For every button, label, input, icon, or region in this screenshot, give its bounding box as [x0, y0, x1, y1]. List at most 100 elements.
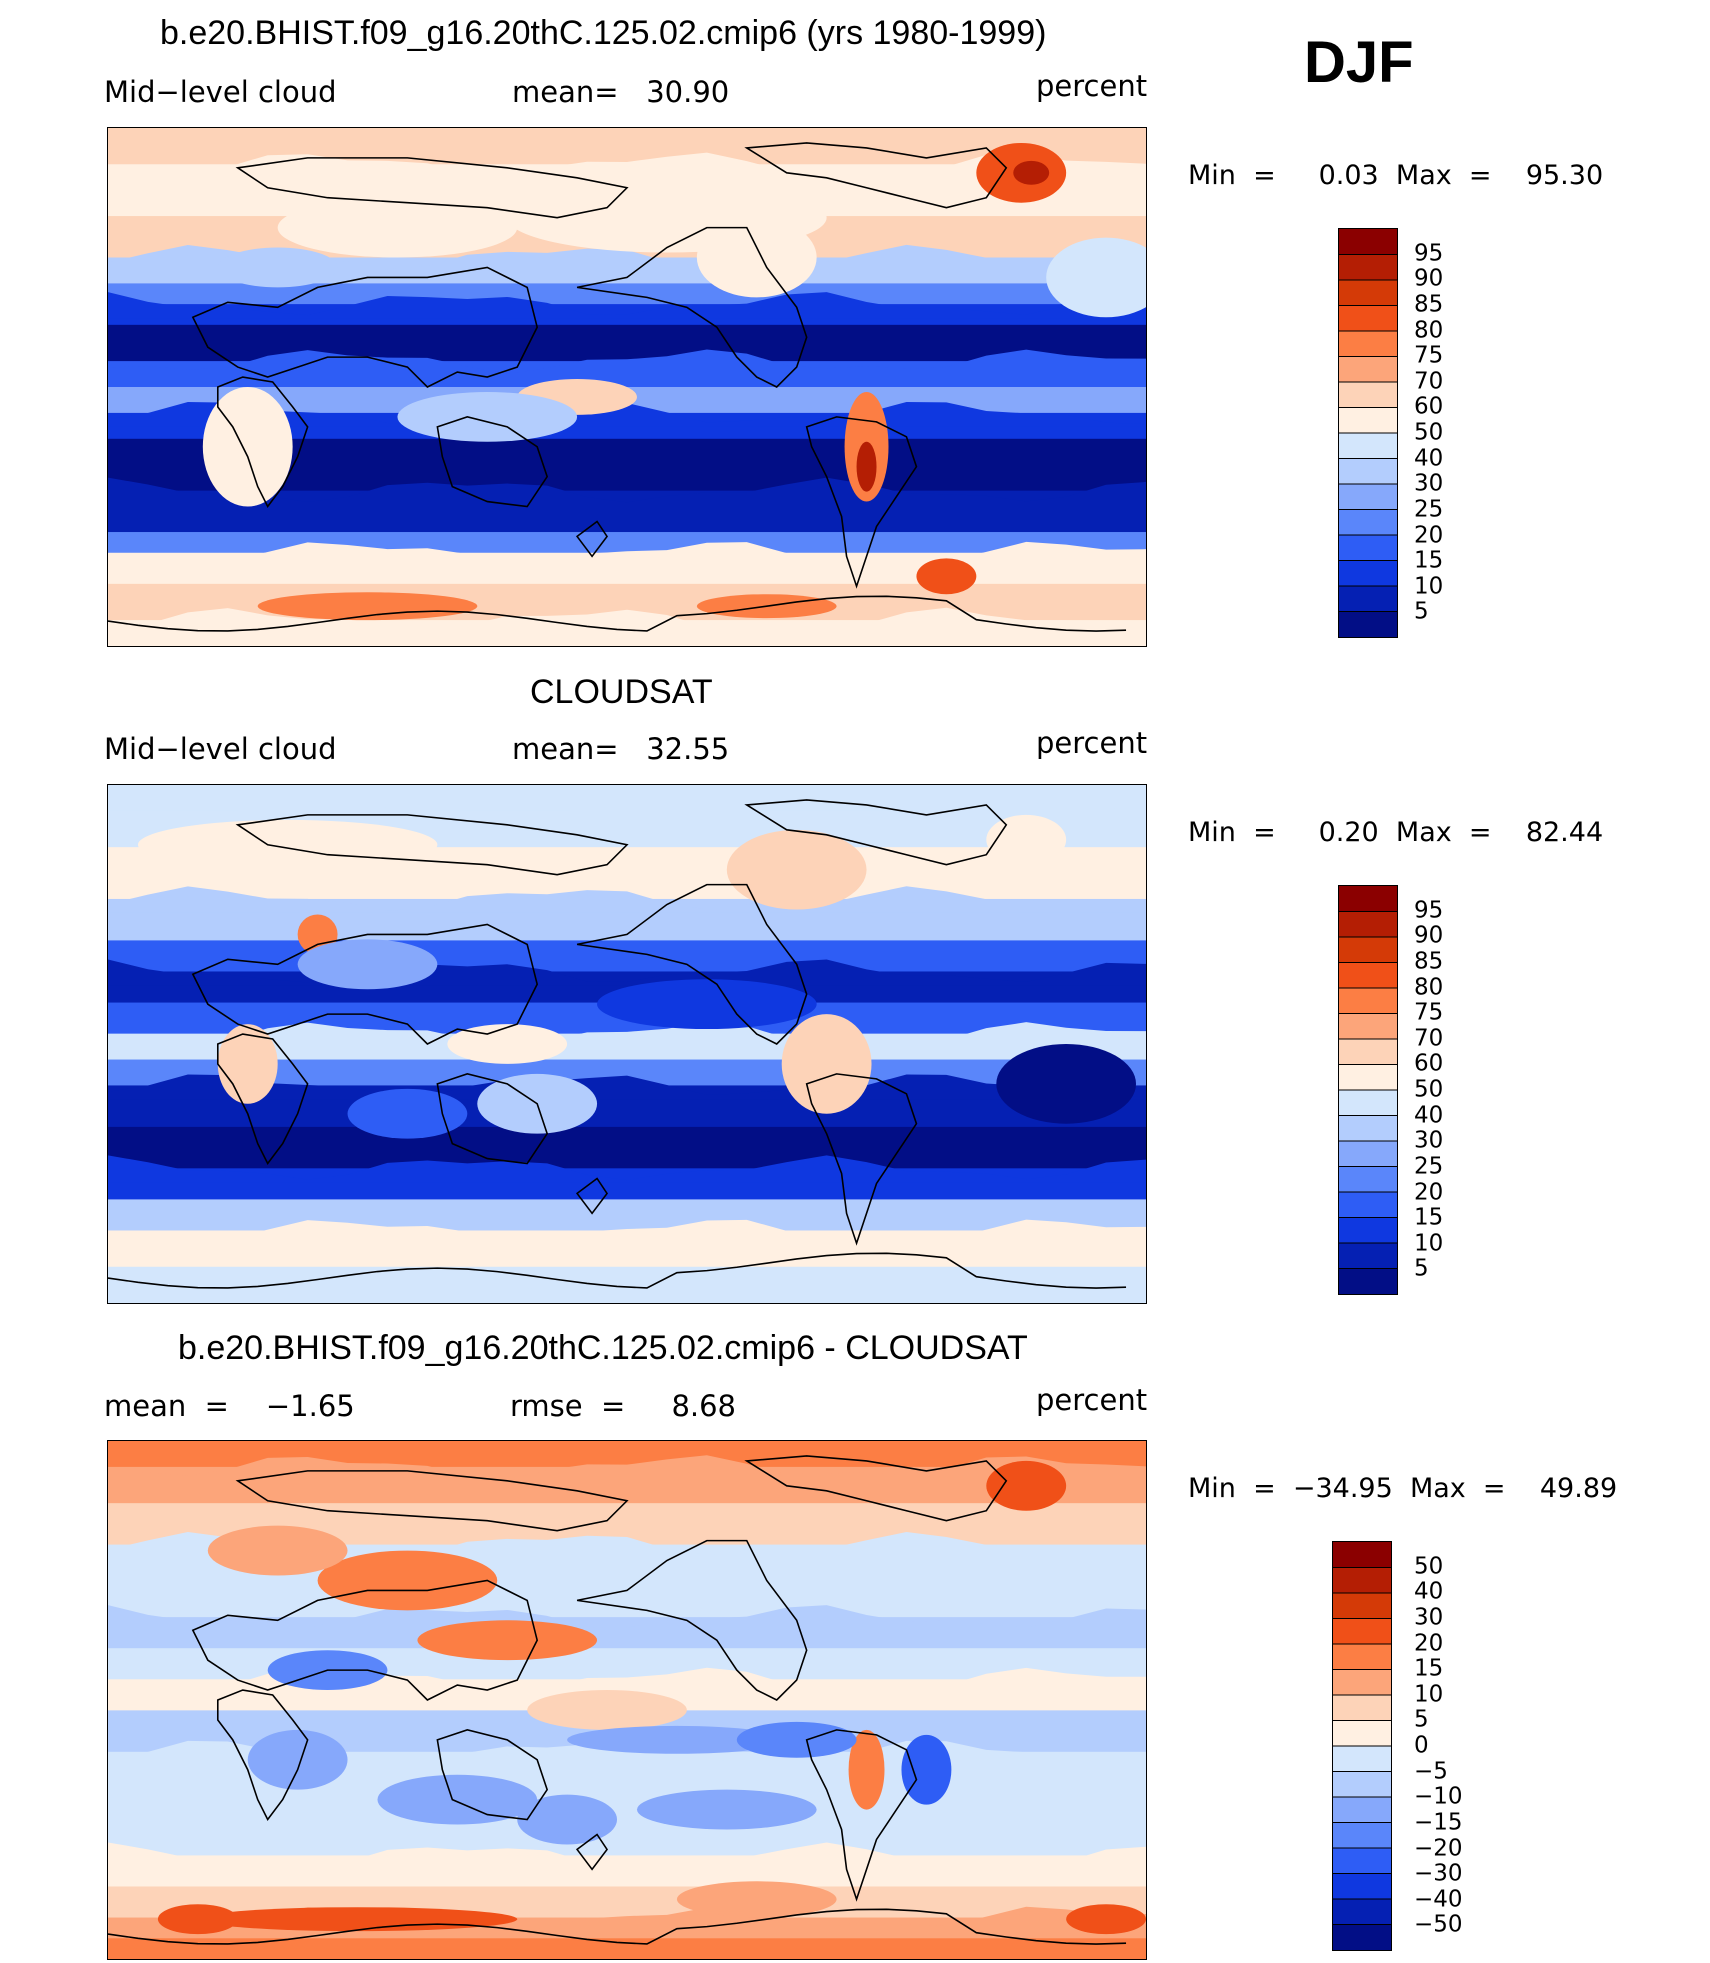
contour-feature	[247, 1729, 348, 1790]
contour-feature	[781, 1014, 872, 1114]
colorbar-tick-label: 75	[1414, 999, 1444, 1026]
contour-edge	[108, 541, 1146, 567]
colorbar-swatch	[1339, 1064, 1397, 1090]
colorbar-swatch	[1339, 586, 1397, 612]
panel2-mean-label: mean= 32.55	[512, 732, 730, 766]
coastline	[805, 416, 918, 589]
panel1-minmax: Min = 0.03 Max = 95.30	[1188, 160, 1604, 191]
contour-edge	[108, 1074, 1146, 1100]
contour-edge	[108, 1667, 1146, 1694]
contour-feature	[856, 441, 877, 492]
coastline	[191, 923, 539, 1045]
colorbar-swatch	[1333, 1873, 1391, 1899]
panel3-title: b.e20.BHIST.f09_g16.20thC.125.02.cmip6 -…	[178, 1329, 1028, 1367]
colorbar-tick-label: 50	[1414, 1553, 1444, 1580]
coastline	[436, 1073, 549, 1165]
contour-band	[108, 1617, 1146, 1650]
coastline	[216, 1033, 309, 1166]
colorbar-swatch	[1339, 886, 1397, 912]
colorbar-swatch	[1333, 1924, 1391, 1950]
panel2-contour-field	[108, 785, 1146, 1303]
contour-feature	[137, 819, 438, 870]
colorbar-tick-label: 10	[1414, 1681, 1444, 1708]
coastline	[216, 376, 309, 509]
colorbar-swatch	[1339, 1115, 1397, 1141]
colorbar-tick-label: 15	[1414, 1204, 1444, 1231]
coastline	[235, 157, 629, 219]
contour-edge	[108, 292, 1146, 319]
colorbar-tick-label: 10	[1414, 1230, 1444, 1257]
contour-feature	[217, 247, 338, 288]
colorbar-tick-label: 95	[1414, 240, 1444, 267]
panel1-colorbar-labels: 95 90 85 80 75 70 60 50 40 30 25 20 15 10 5	[1414, 228, 1474, 638]
colorbar-swatch	[1339, 911, 1397, 937]
panel2-minmax: Min = 0.20 Max = 82.44	[1188, 817, 1604, 848]
colorbar-tick-label: −10	[1414, 1783, 1463, 1810]
colorbar-tick-label: −30	[1414, 1860, 1463, 1887]
colorbar-swatch	[1339, 1243, 1397, 1269]
colorbar-swatch	[1339, 988, 1397, 1014]
colorbar-tick-label: −20	[1414, 1835, 1463, 1861]
colorbar-swatch	[1339, 1217, 1397, 1243]
colorbar-tick-label: 15	[1414, 1655, 1444, 1682]
colorbar-tick-label: 20	[1414, 1179, 1444, 1205]
colorbar-swatch	[1333, 1771, 1391, 1797]
contour-feature	[297, 939, 438, 990]
colorbar-swatch	[1339, 382, 1397, 408]
contour-edge	[108, 1531, 1146, 1559]
panel3-colorbar	[1332, 1541, 1392, 1951]
colorbar-tick-label: 15	[1414, 547, 1444, 574]
contour-feature	[277, 197, 518, 258]
panel1-variable-label: Mid−level cloud	[104, 75, 337, 109]
colorbar-tick-label: 85	[1414, 948, 1444, 975]
colorbar-swatch	[1339, 407, 1397, 433]
coastline	[744, 799, 1008, 866]
colorbar-tick-label: 60	[1414, 393, 1444, 420]
coastline	[805, 1729, 918, 1902]
contour-feature	[848, 1729, 885, 1810]
contour-band	[108, 1803, 1146, 1857]
colorbar-swatch	[1339, 356, 1397, 382]
contour-edge	[108, 349, 1146, 376]
contour-edge	[108, 152, 1146, 179]
panel1-contour-field	[108, 128, 1146, 646]
contour-feature	[197, 1907, 518, 1932]
colorbar-tick-label: 70	[1414, 368, 1444, 395]
contour-edge	[108, 1740, 1146, 1766]
contour-band	[108, 940, 1146, 973]
panel3-map	[107, 1440, 1147, 1960]
coastline	[235, 1470, 629, 1532]
panel3-units-label: percent	[1036, 1383, 1148, 1417]
colorbar-swatch	[1339, 611, 1397, 637]
contour-edge	[108, 1842, 1146, 1870]
contour-band	[108, 1938, 1146, 1959]
colorbar-tick-label: 30	[1414, 1127, 1444, 1154]
colorbar-tick-label: 50	[1414, 419, 1444, 446]
contour-edge	[108, 1155, 1146, 1183]
contour-feature	[397, 391, 578, 442]
contour-feature	[1046, 237, 1146, 318]
coastline	[216, 1689, 309, 1822]
coastline	[235, 814, 629, 876]
colorbar-swatch	[1333, 1618, 1391, 1644]
colorbar-swatch	[1333, 1593, 1391, 1619]
contour-edge	[108, 244, 1146, 272]
colorbar-swatch	[1339, 1039, 1397, 1065]
panel2-colorbar-labels: 95 90 85 80 75 70 60 50 40 30 25 20 15 10 5	[1414, 885, 1474, 1295]
panel1-colorbar	[1338, 228, 1398, 638]
colorbar-tick-label: 70	[1414, 1025, 1444, 1052]
antarctic-coastline	[108, 1252, 1127, 1289]
panel1-mean-label: mean= 30.90	[512, 75, 730, 109]
contour-feature	[996, 1044, 1137, 1124]
colorbar-swatch	[1333, 1542, 1391, 1568]
colorbar-tick-label: 5	[1414, 1706, 1429, 1733]
colorbar-swatch	[1339, 1192, 1397, 1218]
colorbar-swatch	[1339, 509, 1397, 535]
colorbar-swatch	[1339, 484, 1397, 510]
contour-edge	[108, 1022, 1146, 1048]
colorbar-swatch	[1339, 1013, 1397, 1039]
colorbar-swatch	[1339, 1141, 1397, 1167]
colorbar-swatch	[1333, 1797, 1391, 1823]
colorbar-tick-label: 40	[1414, 445, 1444, 472]
colorbar-swatch	[1339, 937, 1397, 963]
